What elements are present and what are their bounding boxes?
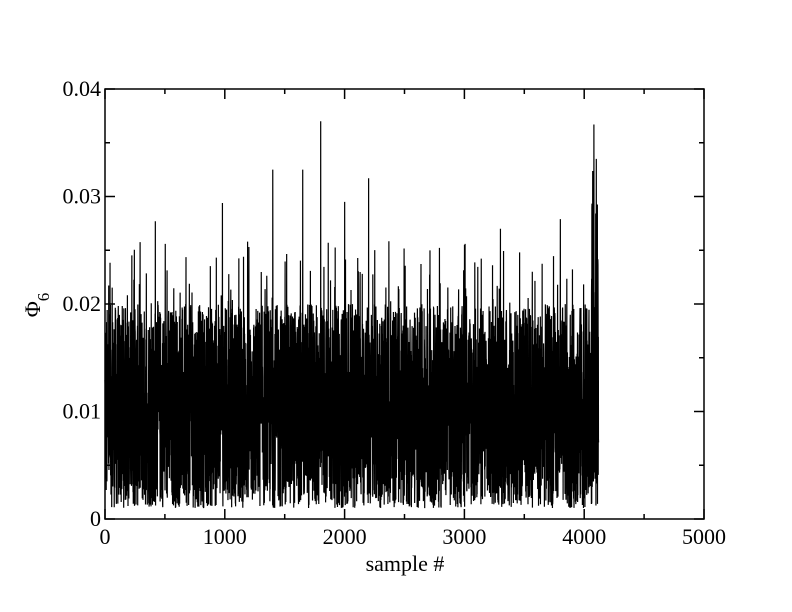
y-axis-title: Φ6 xyxy=(20,293,53,318)
series-line-phi6 xyxy=(104,121,600,509)
x-tick-label: 5000 xyxy=(682,524,726,549)
y-tick-label: 0.01 xyxy=(63,399,102,424)
y-tick-label: 0.02 xyxy=(63,291,102,316)
y-tick-label: 0 xyxy=(90,506,101,531)
x-tick-label: 0 xyxy=(100,524,111,549)
x-tick-label: 2000 xyxy=(323,524,367,549)
x-tick-label: 1000 xyxy=(203,524,247,549)
x-axis: 0 1000 2000 3000 4000 5000 xyxy=(100,89,726,549)
x-axis-title: sample # xyxy=(366,551,445,576)
y-axis-title-symbol: Φ xyxy=(20,301,45,317)
y-tick-label: 0.04 xyxy=(63,76,102,101)
y-tick-label: 0.03 xyxy=(63,184,102,209)
y-axis-title-subscript: 6 xyxy=(34,293,53,302)
series-layer xyxy=(104,121,600,509)
x-tick-label: 3000 xyxy=(442,524,486,549)
svg-text:Φ6: Φ6 xyxy=(20,293,53,318)
y-axis: 0 0.01 0.02 0.03 0.04 xyxy=(63,76,704,531)
x-tick-label: 4000 xyxy=(562,524,606,549)
